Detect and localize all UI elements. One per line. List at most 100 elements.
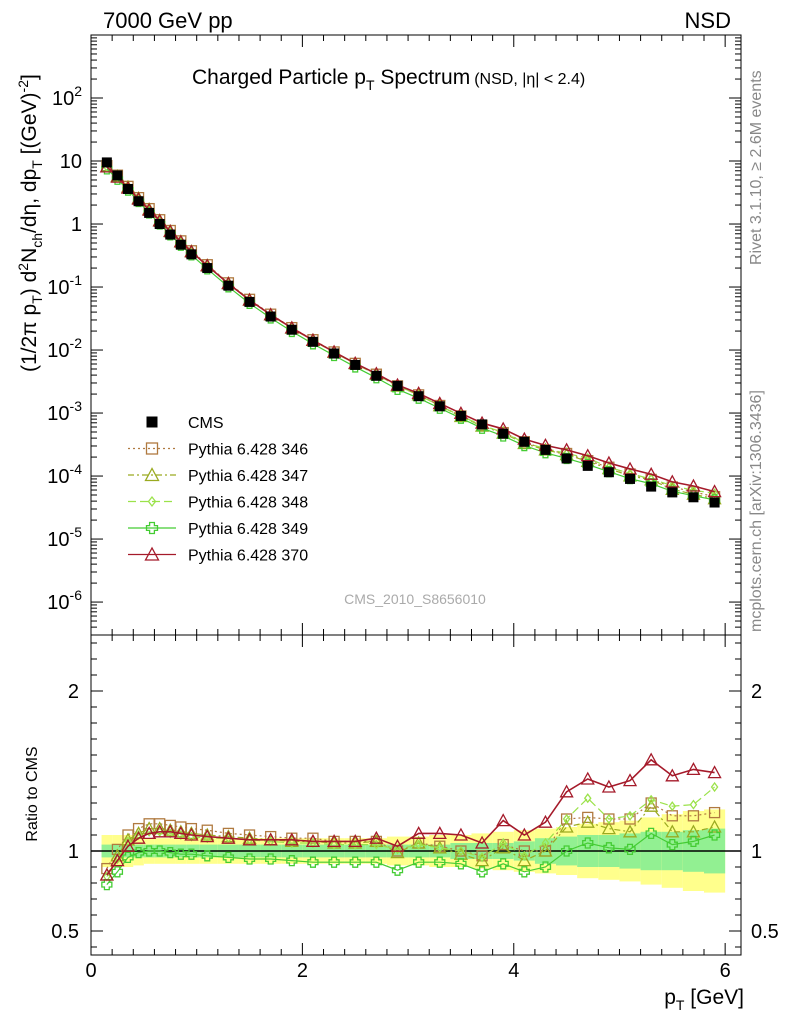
cms-data-point (144, 207, 155, 218)
series-point-ratio (474, 853, 490, 867)
series-point-ratio (518, 866, 530, 878)
series-point-ratio (626, 810, 634, 821)
series-point-ratio (645, 797, 657, 809)
ratio-frame (90, 634, 742, 956)
series-point-ratio (143, 845, 155, 857)
cms-data-point (165, 229, 176, 240)
series-point-main (686, 478, 701, 492)
x-tick-label: 4 (508, 960, 519, 982)
series-point-ratio (369, 834, 384, 848)
cms-data-point (688, 492, 699, 503)
legend-marker (144, 546, 160, 561)
series-point-ratio (562, 813, 571, 825)
series-point-ratio (152, 824, 167, 838)
cms-data-point (519, 436, 530, 447)
series-point-ratio (457, 845, 465, 857)
series-point-ratio (647, 794, 655, 805)
series-point-ratio (624, 843, 636, 856)
series-point-ratio (622, 773, 638, 787)
cms-data-point (186, 249, 197, 260)
series-point-ratio (666, 838, 678, 851)
series-point-ratio (601, 779, 616, 793)
series-line-ratio (106, 805, 715, 876)
cms-data-point (307, 336, 318, 347)
series-point-ratio (645, 827, 657, 840)
ratio-tick-label-left: 1 (68, 841, 79, 863)
series-point-ratio (390, 838, 405, 852)
series-point-ratio (559, 819, 574, 833)
series-point-ratio (152, 821, 167, 835)
series-point-ratio (517, 853, 532, 867)
series-point-ratio (390, 845, 405, 859)
series-point-ratio (559, 784, 574, 798)
series-point-ratio (99, 867, 114, 881)
cms-data-point (286, 324, 297, 335)
legend-marker (144, 467, 160, 482)
series-point-ratio (686, 762, 701, 776)
ratio-tick-label-right: 0.5 (751, 921, 779, 943)
cms-data-point (434, 401, 445, 412)
series-point-ratio (708, 829, 721, 841)
series-point-ratio (242, 832, 257, 846)
series-point-ratio (665, 768, 680, 782)
series-point-ratio (391, 864, 404, 876)
series-point-ratio (154, 845, 166, 857)
series-point-ratio (286, 854, 298, 867)
series-point-ratio (351, 839, 360, 850)
series-point-ratio (326, 834, 342, 848)
series-point-ratio (131, 830, 146, 844)
series-point-ratio (435, 842, 444, 853)
cms-data-point (392, 380, 403, 391)
series-point-ratio (605, 813, 613, 825)
series-point-main (644, 466, 659, 480)
series-point-ratio (173, 826, 188, 840)
series-point-ratio (582, 837, 594, 849)
series-point-ratio (687, 835, 700, 848)
cms-data-point (709, 497, 720, 508)
series-point-ratio (687, 810, 700, 822)
cms-data-point (244, 296, 255, 307)
series-point-main (580, 448, 595, 462)
series-point-ratio (455, 858, 467, 870)
series-point-ratio (200, 827, 215, 841)
series-point-ratio (120, 838, 136, 852)
cms-data-point (122, 183, 133, 194)
series-point-ratio (478, 852, 486, 863)
y-tick-label: 10-3 (47, 398, 82, 425)
rivet-label: Rivet 3.1.10, ≥ 2.6M events (748, 70, 765, 265)
series-point-ratio (539, 861, 552, 873)
cms-data-point (540, 444, 551, 455)
series-point-ratio (288, 837, 296, 849)
series-point-ratio (560, 845, 573, 857)
series-point-ratio (184, 826, 199, 840)
series-point-ratio (707, 765, 722, 779)
legend-label: Pythia 6.428 348 (188, 495, 308, 512)
legend-label: Pythia 6.428 349 (188, 521, 308, 538)
cms-data-point (667, 487, 678, 498)
series-point-ratio (328, 856, 340, 868)
series-point-ratio (164, 846, 176, 859)
cms-data-point (350, 359, 361, 370)
series-point-ratio (370, 856, 383, 868)
series-point-main (707, 484, 722, 498)
cms-data-point (175, 239, 186, 250)
series-point-ratio (330, 839, 338, 850)
mcplots-label: mcplots.cern.ch [arXiv:1306.3436] (748, 390, 765, 632)
series-line-main (106, 168, 715, 501)
y-tick-label: 10 (60, 151, 82, 173)
chart-title: Charged Particle pT Spectrum (NSD, |η| < … (192, 66, 585, 93)
title-sub: T (366, 77, 375, 93)
legend-marker (145, 521, 159, 535)
series-point-ratio (601, 821, 616, 835)
series-point-ratio (496, 840, 511, 854)
series-point-ratio (689, 799, 698, 810)
series-point-ratio (476, 866, 488, 878)
series-point-ratio (263, 832, 278, 846)
legend-marker (145, 442, 159, 455)
series-point-ratio (580, 814, 595, 828)
series-point-ratio (173, 824, 188, 838)
cms-data-point (154, 219, 165, 230)
series-point-ratio (369, 830, 384, 844)
cms-data-point (477, 419, 488, 430)
cms-data-point (329, 348, 340, 359)
